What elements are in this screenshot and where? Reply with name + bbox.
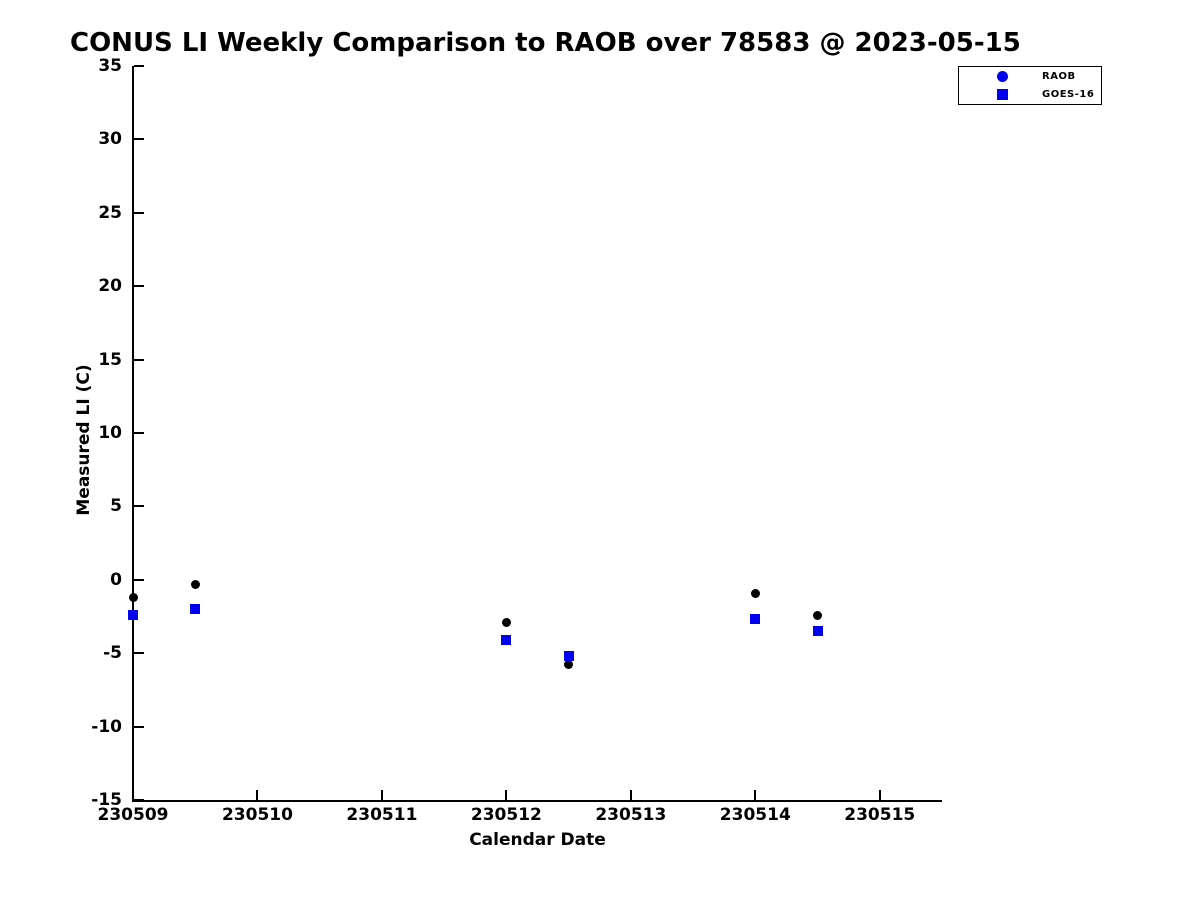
y-tick: [134, 138, 144, 141]
x-tick-label: 230513: [595, 805, 667, 825]
x-tick: [878, 790, 881, 800]
x-axis-title: Calendar Date: [469, 830, 606, 850]
y-tick: [134, 652, 144, 655]
data-point-raob: [190, 579, 200, 589]
x-tick-label: 230511: [346, 805, 418, 825]
y-tick-label: 25: [98, 202, 122, 223]
chart-title: CONUS LI Weekly Comparison to RAOB over …: [70, 28, 1021, 58]
x-tick-label: 230509: [97, 805, 169, 825]
x-tick-label: 230510: [221, 805, 293, 825]
x-axis-line: [132, 800, 942, 802]
y-tick-label: 5: [110, 496, 122, 517]
y-tick: [134, 211, 144, 214]
y-tick: [134, 799, 144, 801]
goes-16-legend-marker-icon: [997, 89, 1008, 101]
x-tick-label: 230514: [719, 805, 791, 825]
x-tick: [505, 790, 508, 800]
data-point-raob: [128, 592, 138, 602]
legend: RAOB GOES-16: [958, 66, 1102, 105]
y-tick: [134, 578, 144, 581]
data-point-raob: [813, 610, 823, 620]
x-tick-label: 230512: [470, 805, 542, 825]
data-point-goes-16: [128, 610, 138, 621]
y-tick: [134, 65, 144, 67]
y-tick: [134, 358, 144, 361]
y-tick: [134, 725, 144, 728]
legend-label: RAOB: [1042, 70, 1076, 82]
y-tick-label: 30: [98, 129, 122, 150]
data-point-goes-16: [501, 634, 512, 645]
raob-legend-marker-icon: [997, 70, 1008, 82]
y-tick-label: 0: [110, 569, 122, 590]
y-tick: [134, 285, 144, 288]
y-tick-label: 15: [98, 349, 122, 370]
x-tick: [256, 790, 259, 800]
y-tick-label: 10: [98, 423, 122, 443]
y-tick: [134, 432, 144, 434]
y-tick-label: 35: [98, 56, 122, 76]
y-tick-label: -5: [103, 643, 122, 664]
x-tick: [380, 790, 383, 800]
data-point-goes-16: [812, 626, 823, 637]
y-tick-label: -10: [91, 716, 122, 737]
data-point-goes-16: [190, 604, 201, 615]
y-tick: [134, 505, 144, 508]
data-point-raob: [564, 660, 574, 670]
data-point-goes-16: [750, 614, 761, 625]
x-tick: [754, 790, 757, 800]
x-tick-label: 230515: [844, 805, 916, 825]
y-tick-label: -15: [91, 790, 122, 810]
data-point-goes-16: [563, 651, 574, 662]
data-point-raob: [750, 588, 760, 598]
legend-row-goes-16: GOES-16: [959, 87, 1101, 102]
x-tick: [629, 790, 632, 800]
y-axis-line: [132, 66, 134, 802]
legend-row-raob: RAOB: [959, 69, 1101, 84]
data-point-raob: [501, 617, 511, 627]
legend-label: GOES-16: [1042, 89, 1095, 101]
y-tick-label: 20: [98, 276, 122, 297]
x-tick: [132, 790, 134, 800]
